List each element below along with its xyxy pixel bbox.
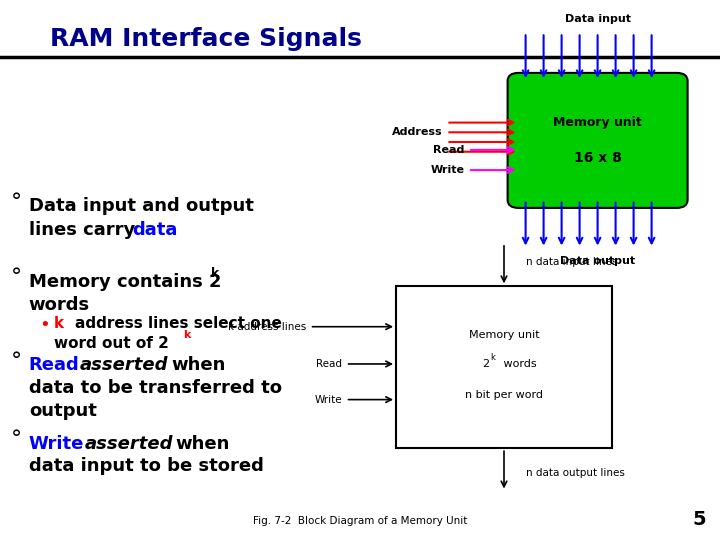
Text: address lines select one: address lines select one	[75, 316, 282, 331]
Text: when: when	[176, 435, 230, 453]
Text: data to be transferred to: data to be transferred to	[29, 379, 282, 397]
Text: RAM Interface Signals: RAM Interface Signals	[50, 27, 362, 51]
Text: 2: 2	[482, 359, 490, 369]
Text: •: •	[40, 316, 50, 334]
Text: n data output lines: n data output lines	[526, 468, 624, 477]
Text: Write: Write	[29, 435, 84, 453]
Text: Data output: Data output	[560, 256, 635, 267]
Text: Memory contains 2: Memory contains 2	[29, 273, 221, 291]
FancyBboxPatch shape	[508, 73, 688, 208]
Text: Data input and output: Data input and output	[29, 197, 253, 215]
Text: Memory unit: Memory unit	[469, 330, 539, 340]
Text: n bit per word: n bit per word	[465, 390, 543, 400]
Text: Write: Write	[315, 395, 342, 404]
Text: words: words	[500, 359, 537, 369]
Text: Memory unit: Memory unit	[553, 116, 642, 129]
Text: asserted: asserted	[80, 356, 168, 374]
Text: °: °	[11, 351, 22, 371]
Text: words: words	[29, 296, 90, 314]
Text: Write: Write	[431, 165, 464, 175]
Text: word out of 2: word out of 2	[54, 336, 169, 351]
Text: Address: Address	[392, 127, 443, 137]
Text: Data input: Data input	[564, 14, 631, 24]
Text: k address lines: k address lines	[228, 322, 306, 332]
Text: k: k	[490, 353, 495, 362]
Text: asserted: asserted	[84, 435, 173, 453]
Text: data: data	[132, 221, 177, 239]
Text: °: °	[11, 267, 22, 287]
Text: 16 x 8: 16 x 8	[574, 151, 621, 165]
Text: lines carry: lines carry	[29, 221, 141, 239]
Text: Read: Read	[433, 145, 464, 155]
Text: Read: Read	[316, 359, 342, 369]
Text: n data input lines: n data input lines	[526, 257, 617, 267]
Text: output: output	[29, 402, 96, 420]
Text: Fig. 7-2  Block Diagram of a Memory Unit: Fig. 7-2 Block Diagram of a Memory Unit	[253, 516, 467, 526]
Text: k: k	[54, 316, 64, 331]
Text: Read: Read	[29, 356, 79, 374]
Text: when: when	[171, 356, 226, 374]
Bar	[396, 286, 612, 448]
Text: °: °	[11, 192, 22, 212]
Text: data input to be stored: data input to be stored	[29, 457, 264, 475]
Text: °: °	[11, 429, 22, 449]
Text: 5: 5	[692, 510, 706, 529]
Text: k: k	[184, 330, 191, 341]
Text: k: k	[211, 267, 219, 280]
